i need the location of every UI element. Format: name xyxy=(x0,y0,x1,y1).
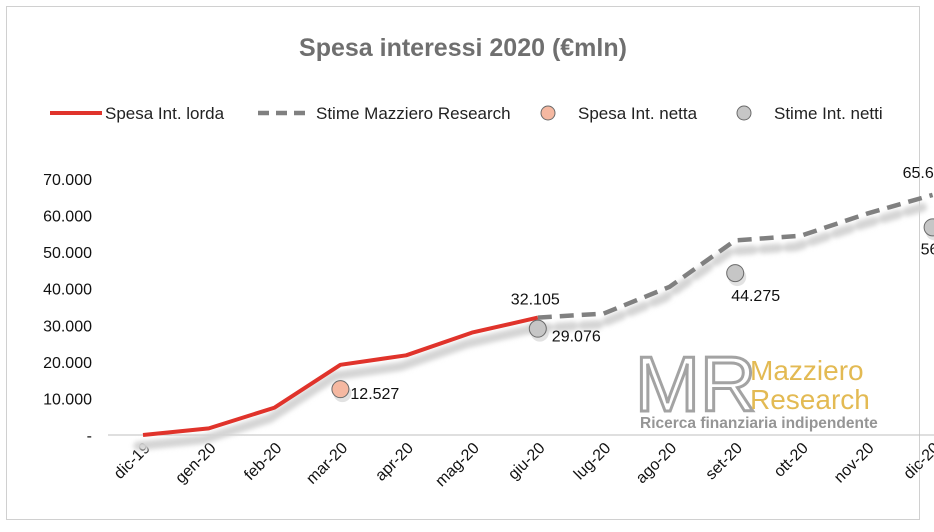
series-line-spesa-lorda xyxy=(142,315,539,437)
data-point-marker xyxy=(528,319,547,338)
x-tick-label: mag-20 xyxy=(432,440,482,490)
y-tick-label: 20.000 xyxy=(43,355,92,372)
chart-title: Spesa interessi 2020 (€mln) xyxy=(299,34,627,62)
x-tick-label: ott-20 xyxy=(771,440,812,481)
mazziero-research-logo-icon: MR Mazziero Research Ricerca finanziaria… xyxy=(634,339,879,433)
series-shadow xyxy=(133,324,538,451)
x-tick-label: nov-20 xyxy=(831,440,878,487)
logo-name-line2: Research xyxy=(750,384,870,415)
legend-swatch-marker xyxy=(736,105,752,121)
line-value-label: 65.645 xyxy=(903,165,934,182)
x-tick-label: dic-20 xyxy=(901,440,934,483)
y-tick-label: 10.000 xyxy=(43,391,92,408)
y-tick-label: 40.000 xyxy=(43,282,92,299)
line-value-label: 32.105 xyxy=(511,292,560,309)
y-tick-label: 30.000 xyxy=(43,318,92,335)
x-tick-label: ago-20 xyxy=(633,440,680,487)
x-tick-label: mar-20 xyxy=(303,440,351,488)
legend-label: Spesa Int. lorda xyxy=(105,104,225,123)
data-point-marker xyxy=(726,264,745,283)
x-tick-label: set-20 xyxy=(703,440,747,484)
x-tick-label: giu-20 xyxy=(505,440,549,484)
series-shadow xyxy=(528,201,933,334)
data-label: 44.275 xyxy=(731,288,780,305)
legend-swatch-marker xyxy=(540,105,556,121)
data-point-marker xyxy=(923,218,934,237)
series-line-stime-mazziero xyxy=(537,192,934,320)
x-tick-label: feb-20 xyxy=(241,440,285,484)
data-label: 56.784 xyxy=(921,241,934,258)
logo-name-line1: Mazziero xyxy=(750,355,864,386)
x-tick-label: gen-20 xyxy=(172,440,219,487)
y-tick-label: 70.000 xyxy=(43,172,92,189)
legend: Spesa Int. lorda Stime Mazziero Research S… xyxy=(50,104,883,123)
x-tick-label: apr-20 xyxy=(372,440,417,485)
data-point-marker xyxy=(331,380,350,399)
data-label: 12.527 xyxy=(350,386,399,403)
data-label: 29.076 xyxy=(552,329,601,346)
x-tick-label: lug-20 xyxy=(571,440,615,484)
y-tick-label: - xyxy=(87,428,92,445)
logo-tagline: Ricerca finanziaria indipendente xyxy=(640,415,878,432)
legend-label: Spesa Int. netta xyxy=(578,104,698,123)
y-tick-label: 60.000 xyxy=(43,209,92,226)
legend-label: Stime Mazziero Research xyxy=(316,104,511,123)
plot-area: 12.527 29.076 44.275 56.784 32.105 65.645 xyxy=(133,165,934,451)
logo-monogram: MR xyxy=(635,340,756,428)
legend-label: Stime Int. netti xyxy=(774,104,883,123)
y-tick-label: 50.000 xyxy=(43,245,92,262)
